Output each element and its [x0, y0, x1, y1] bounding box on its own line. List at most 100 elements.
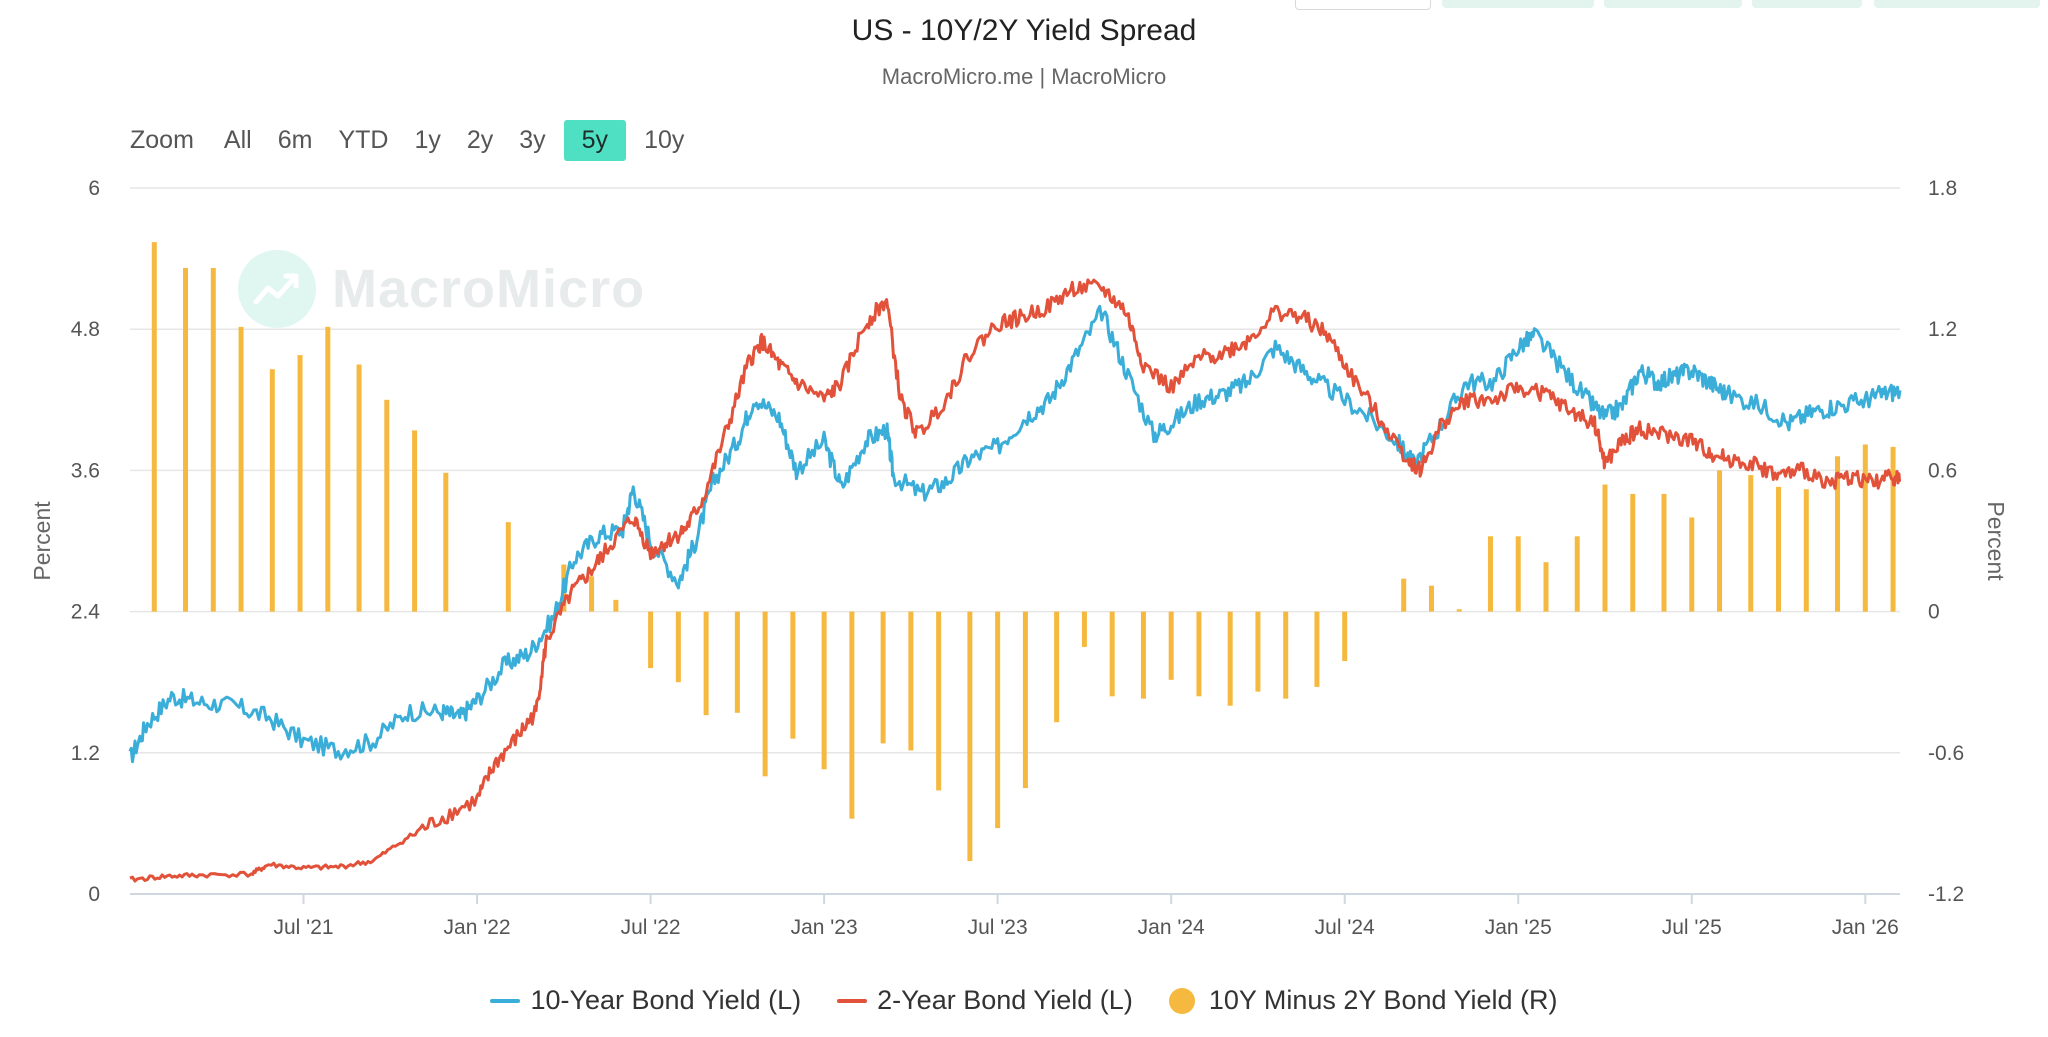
- spread-bar: [505, 522, 511, 612]
- yield-lines: [128, 278, 1902, 883]
- y-right-axis-title: Percent: [1983, 501, 2009, 581]
- y-left-axis-title: Percent: [29, 501, 55, 581]
- spread-bar: [297, 355, 303, 612]
- x-tick-label: Jan '25: [1485, 916, 1552, 939]
- legend-label: 10-Year Bond Yield (L): [530, 985, 802, 1015]
- spread-bar: [967, 611, 973, 862]
- spread-bar: [1022, 611, 1028, 789]
- spread-bar: [880, 611, 886, 744]
- legend-item-2y[interactable]: 2-Year Bond Yield (L): [837, 985, 1133, 1016]
- x-tick-label: Jan '22: [444, 916, 511, 939]
- spread-bar: [1227, 611, 1233, 706]
- spread-bar: [1630, 493, 1636, 612]
- zoom-button-2y[interactable]: 2y: [466, 125, 494, 154]
- zoom-button-all[interactable]: All: [223, 125, 252, 154]
- spread-bar: [1890, 446, 1896, 612]
- zoom-button-1y[interactable]: 1y: [414, 125, 441, 154]
- spread-bar: [734, 611, 740, 713]
- toolbar-stub-button[interactable]: [1442, 0, 1594, 8]
- toolbar-stub-button[interactable]: [1874, 0, 2040, 8]
- spread-bar: [1543, 562, 1549, 612]
- toolbar-stub-button[interactable]: [1295, 0, 1431, 10]
- spread-bar: [849, 611, 855, 819]
- spread-bar: [790, 611, 796, 739]
- spread-bar: [1515, 536, 1521, 612]
- spread-bar: [1401, 578, 1407, 612]
- spread-bar: [936, 611, 942, 791]
- y-right-tick-label: -1.2: [1928, 883, 1964, 906]
- spread-bar: [356, 364, 362, 612]
- toolbar-stub-button[interactable]: [1752, 0, 1862, 8]
- zoom-button-5y[interactable]: 5y: [563, 119, 627, 161]
- spread-bar: [648, 611, 654, 669]
- spread-bar: [1803, 489, 1809, 612]
- spread-bar: [821, 611, 827, 770]
- x-tick-label: Jul '24: [1315, 916, 1375, 939]
- axes: 0 -1.2 1.2 -0.6 2.4 0 3.6 0.6 4.8 1.2 6 1.8 Jul '21 J…: [29, 177, 2009, 939]
- y-right-tick-label: -0.6: [1928, 742, 1964, 765]
- legend-line-swatch: [490, 998, 521, 1003]
- spread-bar: [1196, 611, 1202, 697]
- spread-bar: [325, 326, 331, 612]
- spread-bar: [151, 242, 157, 612]
- spread-bar: [1748, 475, 1754, 612]
- legend-dot-swatch: [1168, 987, 1195, 1014]
- two-year-yield-line: [129, 278, 1902, 883]
- watermark: MacroMicro: [238, 250, 645, 328]
- spread-bar: [443, 472, 449, 612]
- spread-bar: [1255, 611, 1261, 692]
- x-tick-label: Jan '23: [791, 916, 858, 939]
- y-left-tick-label: 2.4: [71, 601, 101, 624]
- zoom-range-selector: Zoom All 6m YTD 1y 2y 3y 5y 10y: [130, 118, 702, 162]
- spread-bar: [183, 268, 189, 612]
- spread-bar: [675, 611, 681, 683]
- macromicro-logo-icon: [238, 250, 316, 328]
- top-toolbar-stubs: [0, 0, 2048, 12]
- spread-bar: [1140, 611, 1146, 699]
- y-right-tick-label: 1.8: [1928, 177, 1957, 200]
- y-left-tick-label: 3.6: [71, 459, 100, 482]
- spread-bar: [1456, 609, 1462, 612]
- ten-year-yield-line: [128, 304, 1902, 764]
- chart-title: US - 10Y/2Y Yield Spread: [851, 14, 1197, 47]
- spread-bar: [1428, 585, 1434, 612]
- spread-bar: [1109, 611, 1115, 697]
- spread-bar: [1661, 493, 1667, 612]
- spread-bar: [1054, 611, 1060, 723]
- spread-bar: [1776, 486, 1782, 612]
- legend-item-10y[interactable]: 10-Year Bond Yield (L): [490, 985, 801, 1016]
- spread-bar: [908, 611, 914, 751]
- legend-label: 10Y Minus 2Y Bond Yield (R): [1208, 985, 1558, 1015]
- spread-bar: [1835, 456, 1841, 612]
- spread-bar: [613, 599, 619, 612]
- yield-spread-chart: 0 -1.2 1.2 -0.6 2.4 0 3.6 0.6 4.8 1.2 6 1.8 Jul '21 J…: [29, 177, 2009, 939]
- spread-bar: [1168, 611, 1174, 680]
- spread-bar: [1862, 444, 1868, 612]
- watermark-text: MacroMicro: [332, 259, 646, 319]
- y-left-tick-label: 1.2: [71, 742, 100, 765]
- zoom-button-3y[interactable]: 3y: [519, 125, 546, 154]
- spread-bar: [210, 268, 216, 612]
- spread-bar: [1487, 536, 1493, 612]
- spread-bar: [1283, 611, 1289, 699]
- spread-bar: [1602, 484, 1608, 612]
- toolbar-stub-button[interactable]: [1604, 0, 1742, 8]
- x-tick-label: Jan '24: [1138, 916, 1205, 939]
- legend-label: 2-Year Bond Yield (L): [877, 985, 1133, 1015]
- y-left-tick-label: 4.8: [71, 318, 100, 341]
- zoom-button-6m[interactable]: 6m: [277, 125, 313, 154]
- zoom-button-10y[interactable]: 10y: [644, 125, 685, 154]
- x-tick-label: Jul '22: [621, 916, 681, 939]
- zoom-button-ytd[interactable]: YTD: [338, 125, 389, 154]
- y-right-tick-label: 1.2: [1928, 318, 1957, 341]
- zoom-label: Zoom: [130, 125, 194, 154]
- spread-bar: [1314, 611, 1320, 687]
- spread-bar: [589, 576, 595, 612]
- spread-bar: [269, 369, 275, 612]
- spread-bar: [238, 326, 244, 612]
- spread-bar: [1574, 536, 1580, 612]
- spread-bar: [703, 611, 709, 716]
- legend-item-spread[interactable]: 10Y Minus 2Y Bond Yield (R): [1168, 985, 1558, 1016]
- x-tick-label: Jul '21: [274, 916, 334, 939]
- spread-bar: [1081, 611, 1087, 647]
